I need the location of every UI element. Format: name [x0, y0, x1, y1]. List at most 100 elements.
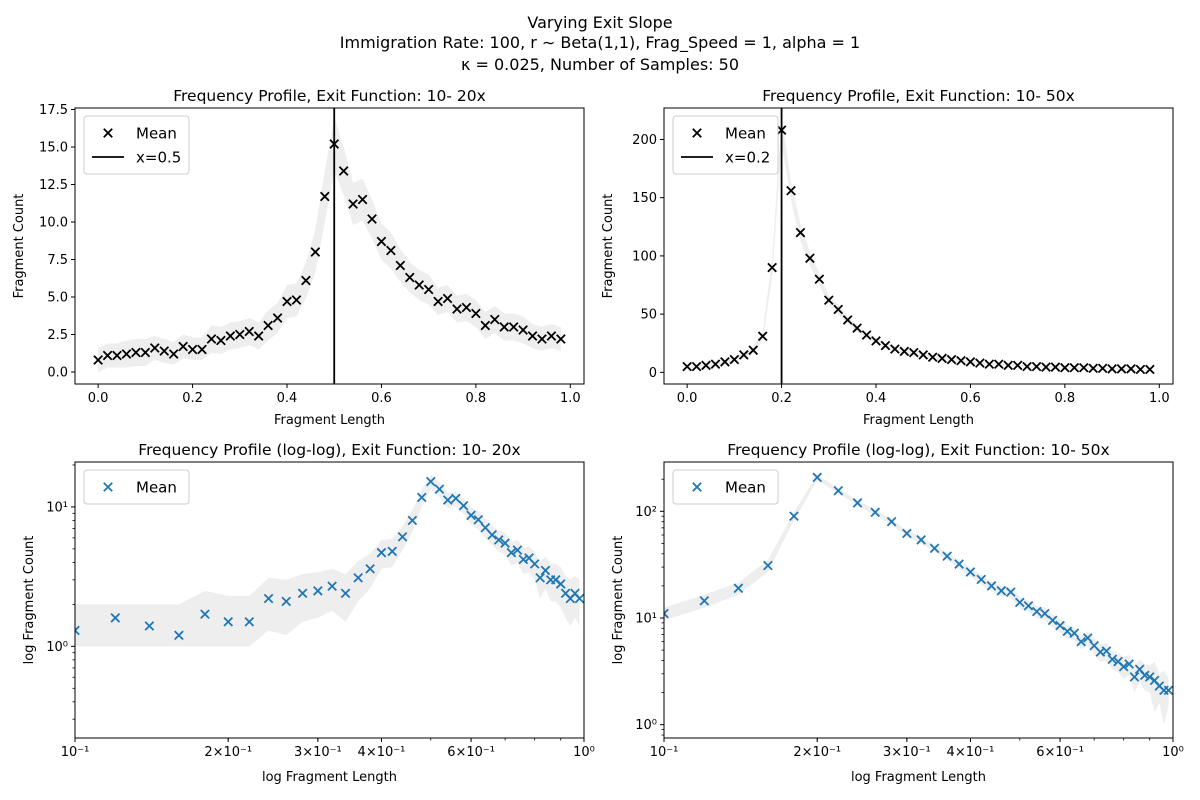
- data-point: [244, 326, 255, 337]
- y-tick-label: 200: [632, 133, 657, 148]
- data-point: [338, 166, 349, 176]
- x-tick-label: 3×10⁻¹: [294, 745, 342, 760]
- data-point: [529, 559, 540, 569]
- data-point: [789, 511, 799, 522]
- data-point: [480, 522, 491, 533]
- data-point: [527, 331, 538, 341]
- data-point: [946, 354, 957, 365]
- data-point: [187, 344, 198, 355]
- data-point: [1069, 628, 1080, 639]
- legend-label: Mean: [136, 479, 177, 497]
- data-point: [512, 545, 523, 555]
- confidence-band: [664, 474, 1169, 725]
- data-point: [357, 194, 368, 205]
- data-point: [1050, 362, 1061, 372]
- plot-area: [93, 108, 566, 384]
- data-point: [1022, 361, 1032, 372]
- axes-title: Frequency Profile (log-log), Exit Functi…: [138, 441, 520, 459]
- y-tick-label: 10⁰: [46, 640, 68, 655]
- x-tick-label: 2×10⁻¹: [204, 745, 252, 760]
- data-point: [733, 583, 744, 594]
- data-point: [537, 334, 547, 344]
- data-point: [397, 532, 408, 542]
- data-point: [216, 335, 226, 346]
- axes-title: Frequency Profile, Exit Function: 10- 50…: [762, 87, 1075, 105]
- x-tick-label: 0.2: [771, 391, 792, 406]
- x-tick-label: 4×10⁻¹: [947, 745, 995, 760]
- data-point: [767, 262, 777, 273]
- figure-title: Varying Exit Slope: [527, 13, 672, 32]
- data-point: [954, 559, 964, 569]
- x-tick-label: 0.0: [88, 391, 109, 406]
- data-point: [1014, 597, 1025, 608]
- data-point: [200, 609, 210, 620]
- x-tick-label: 10⁻¹: [61, 745, 90, 760]
- plot-area: [664, 472, 1173, 725]
- data-point: [168, 349, 179, 359]
- data-point: [1116, 364, 1127, 374]
- data-point: [178, 341, 188, 352]
- panel-top-right-linear-50x: 0.0 0.2 0.4 0.6 0.8 1.0 0 50 100 150 200 Frequency …: [601, 87, 1174, 428]
- data-point: [433, 296, 443, 307]
- data-point: [404, 272, 415, 283]
- data-point: [452, 304, 462, 314]
- data-point: [996, 585, 1007, 596]
- data-point: [1069, 362, 1080, 373]
- data-point: [886, 516, 897, 527]
- data-point: [699, 595, 710, 606]
- data-point: [174, 630, 184, 641]
- data-point: [1107, 654, 1118, 665]
- legend-label: Mean: [136, 125, 177, 143]
- x-tick-label: 4×10⁻¹: [358, 745, 406, 760]
- x-tick-label: 0.6: [960, 391, 981, 406]
- data-point: [102, 350, 113, 361]
- x-tick-label: 0.4: [277, 391, 298, 406]
- data-point: [387, 546, 398, 557]
- y-axis-label: log Fragment Count: [611, 536, 626, 665]
- y-tick-label: 7.5: [47, 253, 68, 268]
- y-axis-label: Fragment Count: [12, 194, 27, 299]
- legend-box: [83, 469, 190, 505]
- x-axis-label: Fragment Length: [863, 413, 974, 428]
- data-point: [729, 354, 740, 365]
- x-axis-label: log Fragment Length: [262, 770, 397, 785]
- data-point: [899, 346, 910, 357]
- data-point: [1060, 362, 1070, 373]
- figure-subtitle-line-1: Immigration Rate: 100, r ∼ Beta(1,1), Fr…: [340, 33, 860, 53]
- data-point: [489, 314, 500, 325]
- panel-top-left-linear-20x: 0.0 0.2 0.4 0.6 0.8 1.0 0.0 2.5 5.0 7.5 10.0 12.5 15…: [12, 87, 585, 428]
- data-point: [353, 572, 363, 583]
- y-tick-label: 2.5: [47, 328, 68, 343]
- data-point: [395, 260, 406, 271]
- axes-title: Frequency Profile, Exit Function: 10- 20…: [173, 87, 486, 105]
- data-point: [710, 359, 721, 370]
- data-point: [842, 315, 853, 325]
- data-point: [852, 498, 863, 508]
- data-point: [131, 347, 141, 358]
- data-point: [776, 125, 787, 135]
- data-point: [942, 551, 952, 561]
- data-point: [902, 528, 912, 539]
- data-point: [1124, 659, 1134, 669]
- data-point: [701, 360, 711, 371]
- data-point: [916, 535, 926, 545]
- data-point: [461, 302, 472, 313]
- data-point: [664, 608, 669, 619]
- data-point: [121, 349, 132, 359]
- data-point: [376, 236, 387, 247]
- data-point: [763, 560, 773, 571]
- data-point: [518, 325, 528, 335]
- data-point: [506, 547, 517, 558]
- legend-label: x=0.2: [725, 149, 770, 167]
- legend: Mean x=0.2: [672, 115, 779, 175]
- data-point: [140, 347, 151, 358]
- legend: Mean: [83, 469, 190, 505]
- data-point: [871, 336, 881, 346]
- data-point: [986, 581, 997, 591]
- data-point: [466, 510, 476, 521]
- data-point: [450, 493, 461, 504]
- data-point: [1041, 362, 1051, 372]
- data-point: [738, 350, 749, 360]
- data-point: [1078, 362, 1089, 373]
